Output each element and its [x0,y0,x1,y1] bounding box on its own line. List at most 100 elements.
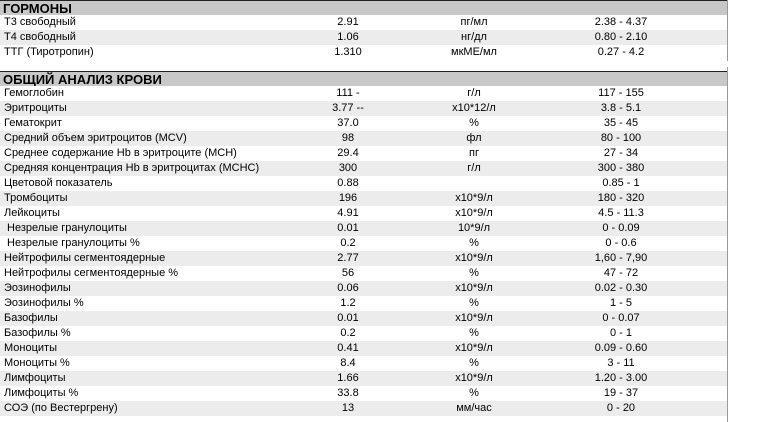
section-title-hormones: ГОРМОНЫ [0,0,727,16]
row-name: ТТГ (Тиротропин) [4,46,94,58]
row-value: 0.88 [337,177,359,189]
row-name: Лимфоциты [4,372,66,384]
lab-results-document: ГОРМОНЫ Т3 свободный 2.91 пг/мл 2.38 - 4.37… [0,0,728,416]
row-name: Цветовой показатель [4,177,113,189]
row-reference-range: 0 - 1 [609,327,632,339]
table-row: Среднее содержание Hb в эритроците (MCH)… [0,146,727,161]
row-value: 37.0 [337,117,359,129]
section-spacer [0,60,727,71]
row-reference-range: 35 - 45 [603,117,639,129]
row-unit: мм/час [456,402,492,414]
row-unit: x10*9/л [455,207,493,219]
row-value: 300 [338,162,358,174]
row-unit: x10*9/л [455,252,493,264]
table-row: Базофилы 0.01 x10*9/л 0 - 0.07 [0,311,727,326]
table-row: Тромбоциты 196 x10*9/л 180 - 320 [0,191,727,206]
row-value: 56 [341,267,355,279]
row-value: 13 [341,402,355,414]
row-reference-range: 0 - 0.07 [602,312,640,324]
row-reference-range: 180 - 320 [597,192,645,204]
row-name: Гемоглобин [4,87,64,99]
row-reference-range: 3 - 11 [607,357,635,369]
table-row: Лимфоциты 1.66 x10*9/л 1.20 - 3.00 [0,371,727,386]
row-value: 196 [338,192,358,204]
row-unit: г/л [467,162,481,174]
row-name: Эритроциты [4,102,67,114]
row-reference-range: 80 - 100 [600,132,642,144]
table-row: Т3 свободный 2.91 пг/мл 2.38 - 4.37 [0,15,727,30]
row-name: Нейтрофилы сегментоядерные [4,252,166,264]
table-row: СОЭ (по Вестергрену) 13 мм/час 0 - 20 [0,401,727,416]
row-unit: % [469,267,479,279]
table-row: Незрелые гранулоциты % 0.2% 0 - 0.6 [0,236,727,251]
row-value: 29.4 [337,147,359,159]
table-row: Эозинофилы 0.06 x10*9/л 0.02 - 0.30 [0,281,727,296]
table-row: Эозинофилы % 1.2% 1 - 5 [0,296,727,311]
row-value: 0.06 [337,282,359,294]
row-value: 0.2 [340,327,356,339]
table-row: Моноциты 0.41 x10*9/л 0.09 - 0.60 [0,341,727,356]
table-right-border [727,0,728,61]
table-row: Незрелые гранулоциты 0.01 10*9/л 0 - 0.09 [0,221,727,236]
row-name: Гематокрит [4,117,62,129]
table-right-border [727,67,728,422]
table-row: Т4 свободный 1.06 нг/дл 0.80 - 2.10 [0,30,727,45]
table-row: Цветовой показатель 0.88 0.85 - 1 [0,176,727,191]
table-row: Гематокрит 37.0% 35 - 45 [0,116,727,131]
row-reference-range: 0.80 - 2.10 [594,31,648,43]
row-value: 1.2 [340,297,356,309]
row-unit: % [469,387,479,399]
row-unit: % [469,297,479,309]
row-unit: фл [466,132,482,144]
row-value: 0.41 [337,342,359,354]
row-unit: г/л [467,87,481,99]
row-name: Незрелые гранулоциты % [4,237,140,249]
cbc-table: Гемоглобин 111 - г/л 117 - 155 Эритроциты 3.7… [0,86,727,416]
row-name: Лимфоциты % [4,387,79,399]
row-value: 98 [341,132,355,144]
row-reference-range: 1 - 5 [609,297,632,309]
row-reference-range: 47 - 72 [603,267,639,279]
row-name: Моноциты [4,342,57,354]
row-reference-range: 19 - 37 [603,387,639,399]
row-reference-range: 0.27 - 4.2 [597,46,645,58]
row-value: 0.01 [337,312,359,324]
table-row: Средняя концентрация Hb в эритроцитах (M… [0,161,727,176]
table-row: ТТГ (Тиротропин) 1.310 мкМЕ/мл 0.27 - 4.2 [0,45,727,60]
row-value: 111 - [336,87,360,99]
row-unit: x10*9/л [455,192,493,204]
row-unit: % [469,117,479,129]
row-name: Средняя концентрация Hb в эритроцитах (M… [4,162,260,174]
table-row: Гемоглобин 111 - г/л 117 - 155 [0,86,727,101]
row-unit: x10*12/л [452,102,496,114]
row-value: 33.8 [337,387,359,399]
row-reference-range: 4.5 - 11.3 [598,207,644,219]
row-name: Моноциты % [4,357,70,369]
row-value: 1.06 [337,31,359,43]
row-name: Т4 свободный [4,31,76,43]
row-reference-range: 0.02 - 0.30 [594,282,648,294]
row-value: 1.66 [337,372,359,384]
row-name: Базофилы [4,312,58,324]
row-unit: x10*9/л [455,282,493,294]
row-unit: пг/мл [460,16,488,28]
table-row: Эритроциты 3.77 -- x10*12/л 3.8 - 5.1 [0,101,727,116]
row-reference-range: 1.20 - 3.00 [594,372,648,384]
row-reference-range: 300 - 380 [597,162,645,174]
table-row: Моноциты % 8.4% 3 - 11 [0,356,727,371]
row-unit: 10*9/л [457,222,491,234]
table-row: Лейкоциты 4.91 x10*9/л 4.5 - 11.3 [0,206,727,221]
row-name: Тромбоциты [4,192,68,204]
row-unit: % [469,237,479,249]
row-value: 0.01 [337,222,359,234]
table-row: Средний объем эритроцитов (MCV) 98 фл 80 - … [0,131,727,146]
row-unit: % [469,327,479,339]
table-row: Нейтрофилы сегментоядерные % 56% 47 - 72 [0,266,727,281]
row-unit: x10*9/л [455,342,493,354]
row-name: Лейкоциты [4,207,60,219]
row-name: СОЭ (по Вестергрену) [4,402,118,414]
row-value: 3.77 -- [332,102,364,114]
row-name: Эозинофилы % [4,297,84,309]
row-unit: % [469,357,479,369]
row-unit: x10*9/л [455,312,493,324]
